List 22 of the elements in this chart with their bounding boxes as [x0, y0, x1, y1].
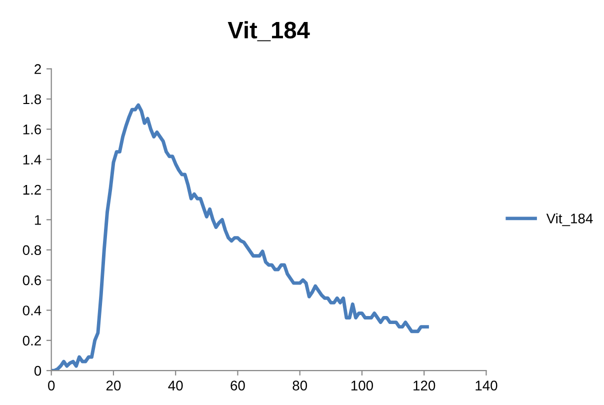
y-tick-label: 1.2: [23, 184, 41, 195]
y-tick-label: 1.8: [23, 94, 42, 104]
y-tick-label: 1.6: [23, 124, 42, 134]
x-tick-label: 60: [230, 380, 245, 390]
x-tick-label: 100: [351, 380, 374, 390]
x-tick-label: 40: [168, 380, 183, 390]
x-tick-label: 140: [476, 380, 498, 390]
y-tick-label: 0.6: [22, 275, 42, 286]
x-tick-label: 80: [292, 380, 308, 390]
y-tick-label: 0.4: [22, 306, 42, 316]
y-tick-label: 1.4: [23, 154, 42, 164]
x-tick-label: 20: [106, 380, 121, 390]
chart-title: Vit_184: [228, 21, 310, 42]
y-tick-label: 2: [34, 64, 41, 74]
y-tick-label: 1: [34, 215, 41, 225]
y-tick-label: 0.8: [22, 245, 42, 256]
y-tick-label: 0: [34, 366, 42, 376]
legend-label: Vit_184: [546, 213, 593, 226]
x-tick-label: 0: [48, 380, 55, 390]
y-tick-label: 0.2: [22, 336, 41, 346]
x-tick-label: 120: [414, 380, 436, 390]
line-series: [51, 103, 429, 371]
